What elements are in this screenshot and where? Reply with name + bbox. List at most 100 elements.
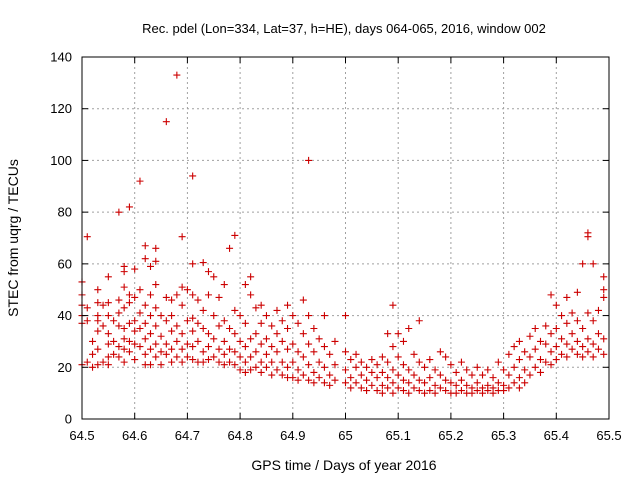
data-point [247, 273, 255, 281]
data-point [94, 317, 102, 325]
data-point [531, 363, 539, 371]
data-point [347, 374, 355, 382]
data-point [421, 363, 429, 371]
data-point [531, 345, 539, 353]
data-point [289, 340, 297, 348]
data-point [347, 356, 355, 364]
data-point [510, 379, 518, 387]
data-point [136, 177, 144, 185]
data-point [94, 286, 102, 294]
data-point [168, 345, 176, 353]
data-point [515, 337, 523, 345]
data-point [563, 293, 571, 301]
data-point [436, 384, 444, 392]
data-point [373, 387, 381, 395]
data-point [136, 343, 144, 351]
data-point [162, 118, 170, 126]
data-point [268, 343, 276, 351]
data-point [199, 259, 207, 267]
data-point [515, 356, 523, 364]
data-point [247, 291, 255, 299]
data-point [241, 319, 249, 327]
data-point [305, 156, 313, 164]
y-tick-label: 40 [58, 308, 72, 323]
data-point [252, 304, 260, 312]
data-point [410, 350, 418, 358]
data-point [305, 340, 313, 348]
data-point [494, 379, 502, 387]
data-point [83, 304, 91, 312]
y-tick-label: 80 [58, 205, 72, 220]
data-point [384, 358, 392, 366]
data-point [394, 371, 402, 379]
data-point [515, 384, 523, 392]
data-point [157, 361, 165, 369]
data-point [120, 268, 128, 276]
data-point [421, 389, 429, 397]
data-point [426, 374, 434, 382]
data-point [399, 337, 407, 345]
data-point [552, 325, 560, 332]
data-point [257, 301, 265, 309]
data-point [236, 312, 244, 320]
data-point [389, 389, 397, 397]
data-point [157, 312, 165, 320]
data-point [189, 356, 197, 364]
data-point [152, 353, 160, 361]
data-point [310, 348, 318, 356]
data-point [284, 325, 292, 332]
data-point [168, 296, 176, 304]
data-point [594, 306, 602, 314]
data-point [536, 356, 544, 364]
data-point [204, 330, 212, 338]
data-point [589, 340, 597, 348]
data-point [315, 335, 323, 343]
data-point [252, 330, 260, 338]
data-point [204, 268, 212, 276]
data-point [573, 317, 581, 325]
data-point [183, 286, 191, 294]
grid-lines [82, 57, 609, 419]
data-point [147, 262, 155, 270]
data-point [125, 299, 133, 307]
data-point [352, 379, 360, 387]
data-point [558, 335, 566, 343]
data-point [83, 317, 91, 325]
data-point [262, 363, 270, 371]
data-point [210, 312, 218, 320]
data-point [189, 343, 197, 351]
data-point [394, 330, 402, 338]
data-point [589, 317, 597, 325]
chart-title: Rec. pdel (Lon=334, Lat=37, h=HE), days … [142, 21, 546, 36]
data-point [405, 389, 413, 397]
x-tick-label: 65.2 [438, 428, 463, 443]
data-point [600, 350, 608, 358]
x-tick-label: 65.5 [596, 428, 621, 443]
data-point [136, 309, 144, 317]
data-point [563, 340, 571, 348]
data-point [384, 330, 392, 338]
data-point [104, 353, 112, 361]
data-point [342, 312, 349, 320]
data-point [568, 309, 576, 317]
data-point [442, 376, 450, 384]
data-point [83, 233, 91, 241]
data-point [299, 296, 307, 304]
data-point [252, 348, 260, 356]
data-point [189, 260, 197, 268]
data-point [189, 291, 197, 299]
data-point [373, 374, 381, 382]
x-tick-label: 64.5 [69, 428, 94, 443]
data-point [110, 350, 118, 358]
data-point [568, 330, 576, 338]
data-point [178, 345, 186, 353]
data-point [468, 389, 476, 397]
data-point [547, 330, 555, 338]
data-point [131, 265, 139, 273]
data-point [89, 350, 97, 358]
x-tick-label: 64.6 [122, 428, 147, 443]
data-point [262, 350, 270, 358]
data-point [405, 325, 413, 332]
data-point [489, 389, 497, 397]
